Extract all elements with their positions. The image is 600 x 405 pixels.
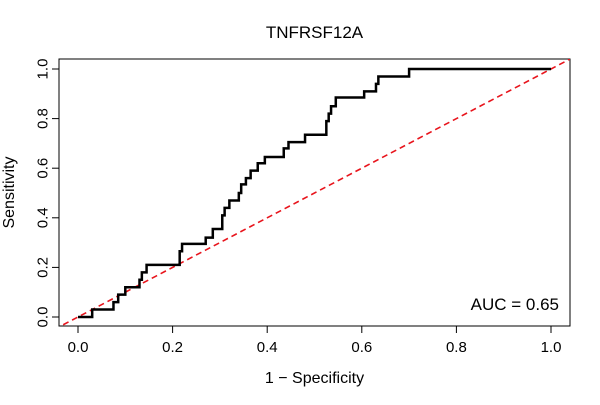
y-tick-label: 0.4 [35, 207, 52, 228]
chance-line-layer [59, 59, 570, 326]
y-axis: 0.0 0.2 0.4 0.6 0.8 1.0 [35, 59, 60, 328]
y-tick-label: 0.0 [35, 307, 52, 328]
x-tick-label: 1.0 [541, 339, 562, 356]
x-tick-label: 0.0 [68, 339, 89, 356]
x-tick-label: 0.6 [351, 339, 372, 356]
roc-curve-layer [78, 67, 551, 319]
y-tick-label: 0.2 [35, 257, 52, 278]
x-axis-label: 1 − Specificity [265, 370, 364, 387]
x-tick-label: 0.8 [446, 339, 467, 356]
chart-title: TNFRSF12A [266, 23, 364, 42]
auc-annotation: AUC = 0.65 [471, 295, 559, 314]
y-tick-label: 0.6 [35, 158, 52, 179]
y-tick-label: 1.0 [35, 59, 52, 80]
x-tick-label: 0.4 [257, 339, 278, 356]
y-axis-label: Sensitivity [1, 156, 18, 228]
y-tick-label: 0.8 [35, 108, 52, 129]
roc-curve-line [78, 67, 551, 319]
chance-diagonal-line [59, 59, 570, 326]
x-axis: 0.0 0.2 0.4 0.6 0.8 1.0 [68, 325, 562, 356]
x-tick-label: 0.2 [162, 339, 183, 356]
